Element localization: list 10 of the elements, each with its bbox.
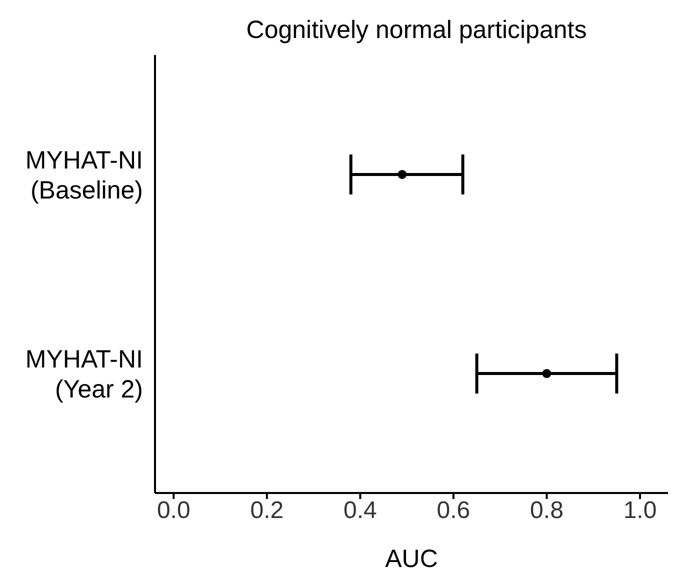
x-tick-label: 0.8 (530, 497, 564, 524)
x-tick-label: 0.2 (250, 497, 284, 524)
x-tick-label: 0.0 (156, 497, 190, 524)
x-axis-title: AUC (385, 545, 438, 573)
x-tick-label: 1.0 (623, 497, 657, 524)
y-tick-label: MYHAT-NI (Year 2) (25, 346, 143, 404)
x-tick-label: 0.6 (436, 497, 470, 524)
chart-title: Cognitively normal participants (245, 16, 588, 45)
y-tick-label: MYHAT-NI (Baseline) (25, 146, 143, 204)
x-tick-label: 0.4 (344, 497, 377, 524)
